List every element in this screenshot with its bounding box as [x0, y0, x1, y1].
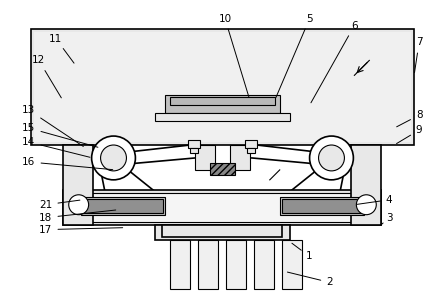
Text: 11: 11 [49, 33, 74, 63]
Bar [210, 163, 235, 175]
Bar [63, 145, 93, 225]
Bar [198, 239, 218, 289]
Bar [165, 95, 280, 113]
Text: 14: 14 [22, 137, 90, 157]
Bar [34, 32, 411, 142]
Text: 2: 2 [287, 272, 333, 287]
Bar [162, 225, 282, 237]
Text: 6: 6 [311, 21, 358, 103]
Text: 5: 5 [276, 14, 313, 98]
Bar [245, 140, 257, 148]
Text: 15: 15 [22, 123, 98, 147]
Text: 4: 4 [357, 195, 392, 205]
Text: 13: 13 [22, 105, 83, 147]
Bar [247, 148, 255, 153]
Circle shape [101, 145, 127, 171]
Bar [170, 239, 190, 289]
Bar [155, 113, 289, 121]
Text: 12: 12 [32, 55, 61, 98]
Bar [280, 197, 365, 215]
Bar [155, 225, 289, 239]
Circle shape [69, 195, 89, 215]
Text: 17: 17 [39, 225, 123, 235]
Bar [188, 140, 200, 148]
Bar [195, 145, 215, 170]
Bar [81, 197, 165, 215]
Circle shape [357, 195, 376, 215]
Bar [66, 193, 378, 222]
Text: 7: 7 [415, 38, 422, 73]
Text: 10: 10 [218, 14, 249, 98]
Bar [226, 239, 246, 289]
Bar [282, 199, 362, 213]
Text: 16: 16 [22, 157, 113, 170]
Bar [351, 145, 381, 225]
Circle shape [309, 136, 353, 180]
Text: 21: 21 [39, 200, 80, 210]
Bar [31, 28, 414, 145]
Circle shape [91, 136, 135, 180]
Bar [230, 145, 250, 170]
Text: 1: 1 [292, 243, 313, 261]
Text: 18: 18 [39, 210, 116, 223]
Circle shape [318, 145, 345, 171]
Bar [63, 190, 381, 225]
Bar [83, 199, 163, 213]
Bar [170, 97, 275, 105]
Bar [190, 148, 198, 153]
Text: 3: 3 [381, 213, 392, 225]
Text: 8: 8 [396, 110, 422, 127]
Bar [254, 239, 274, 289]
Bar [282, 239, 301, 289]
Text: 9: 9 [396, 125, 422, 144]
